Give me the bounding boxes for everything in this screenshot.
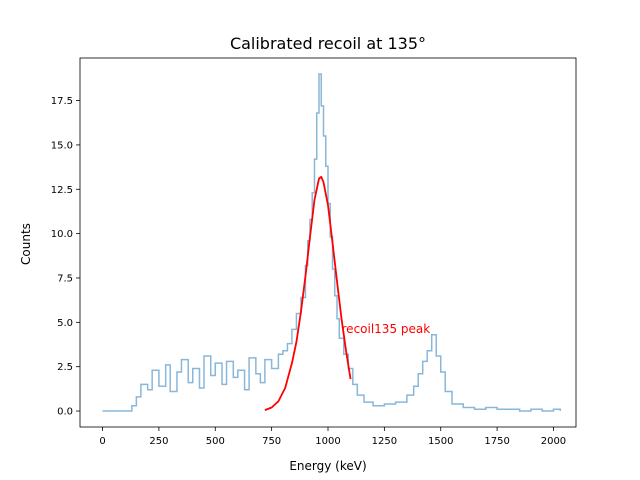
y-tick-label: 5.0	[57, 318, 73, 329]
y-tick-label: 17.5	[51, 96, 73, 107]
x-axis-ticks: 0 250 500 750 1000 1250 1500 1750 2000	[99, 427, 566, 447]
y-tick-label: 15.0	[51, 140, 73, 151]
x-axis-label: Energy (keV)	[289, 459, 366, 473]
x-tick-label: 1750	[484, 436, 509, 447]
chart-title: Calibrated recoil at 135°	[230, 34, 426, 53]
x-tick-label: 500	[206, 436, 225, 447]
y-tick-label: 12.5	[51, 185, 73, 196]
x-tick-label: 1250	[372, 436, 397, 447]
plot-area: recoil135 peak	[79, 57, 577, 428]
y-tick-label: 0.0	[57, 407, 73, 418]
x-tick-label: 750	[262, 436, 281, 447]
y-tick-label: 7.5	[57, 273, 73, 284]
peak-annotation: recoil135 peak	[342, 322, 431, 336]
spectrum-line	[102, 73, 561, 412]
x-tick-label: 1000	[315, 436, 340, 447]
x-tick-label: 250	[149, 436, 168, 447]
x-tick-label: 0	[99, 436, 105, 447]
x-tick-label: 1500	[428, 436, 453, 447]
y-tick-label: 10.0	[51, 229, 73, 240]
y-axis-label: Counts	[19, 223, 33, 265]
x-tick-label: 2000	[541, 436, 566, 447]
y-axis-ticks: 0.0 2.5 5.0 7.5 10.0 12.5 15.0 17.5	[51, 96, 80, 418]
y-tick-label: 2.5	[57, 362, 73, 373]
gaussian-fit-line	[264, 175, 352, 411]
